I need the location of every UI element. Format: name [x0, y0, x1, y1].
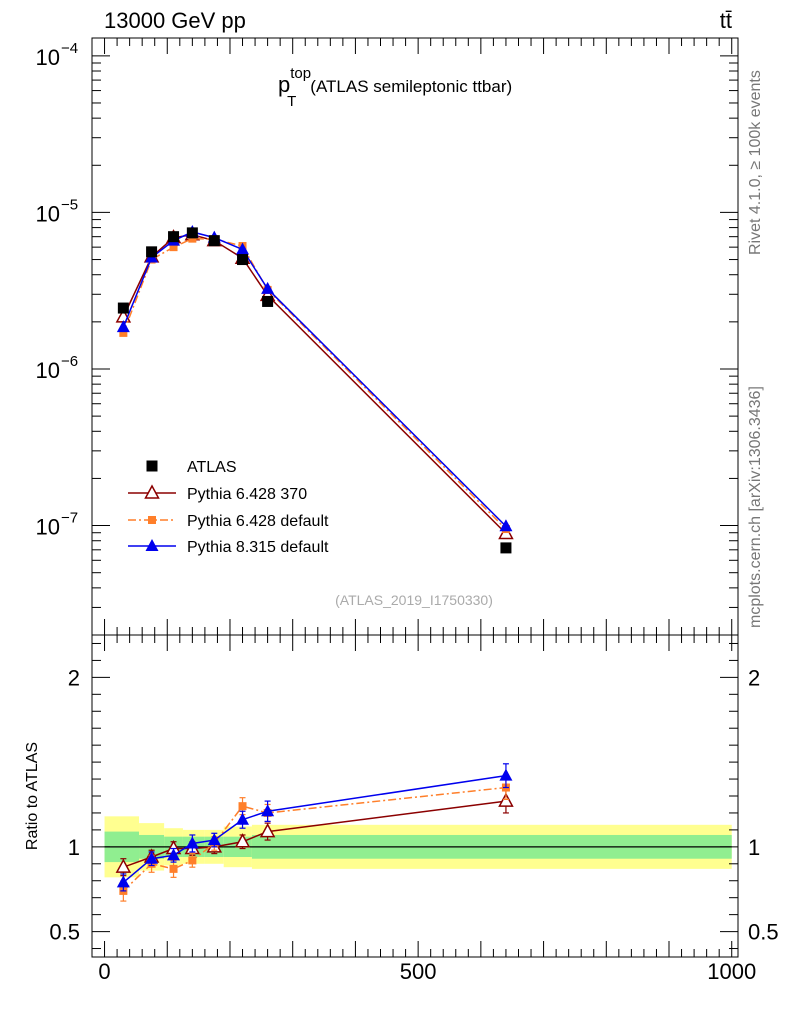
legend-label: ATLAS: [187, 459, 237, 476]
main-y-tick-label: 10: [36, 515, 60, 540]
series-line: [122, 233, 507, 535]
ratio-y-tick-labels: 0.5 0.5 1 1 2 2: [49, 665, 778, 944]
main-y-tick-label: 10: [36, 201, 60, 226]
rivet-label: Rivet 4.1.0, ≥ 100k events: [747, 70, 764, 255]
ratio-plot-panel: 0.5 0.5 1 1 2 2 0 500 1000 Ratio to ATLAS: [24, 634, 779, 984]
main-y-tick-exponent: −5: [61, 196, 78, 213]
main-y-tick-label: 10: [36, 358, 60, 383]
ratio-x-tick-label: 0: [98, 959, 110, 984]
ratio-point: [236, 812, 250, 825]
ratio-point: [259, 823, 276, 838]
legend-item: Pythia 8.315 default: [128, 539, 329, 556]
energy-label: 13000 GeV pp: [104, 8, 246, 33]
ratio-point: [116, 875, 130, 888]
title-rest: (ATLAS semileptonic ttbar): [310, 77, 512, 96]
data-point: [116, 320, 130, 333]
ratio-point: [207, 833, 221, 846]
title-sup: top: [290, 65, 311, 82]
data-point: [186, 227, 198, 239]
data-point: [261, 281, 275, 294]
data-point: [117, 302, 129, 314]
ratio-y-tick-label-right: 1: [748, 835, 760, 860]
series-data: [117, 227, 512, 554]
ratio-ylabel: Ratio to ATLAS: [24, 742, 41, 850]
ratio-point: [498, 792, 514, 807]
ratio-uncertainty-bands: [104, 816, 732, 878]
ratio-y-tick-label-right: 2: [748, 665, 760, 690]
data-point: [188, 234, 197, 243]
series-line: [122, 231, 507, 527]
ratio-y-tick-label: 0.5: [49, 920, 80, 945]
ratio-y-tick-label: 2: [68, 665, 80, 690]
mcplots-label: mcplots.cern.ch [arXiv:1306.3436]: [747, 386, 764, 628]
legend-marker: [146, 460, 158, 472]
ratio-series-group: [115, 763, 514, 902]
main-y-tick-exponent: −6: [61, 353, 78, 370]
title-sub: T: [287, 93, 296, 110]
legend-item: Pythia 6.428 default: [128, 513, 329, 530]
legend-label: Pythia 8.315 default: [187, 539, 329, 556]
legend-label: Pythia 6.428 default: [187, 513, 329, 530]
title-base: p: [278, 72, 290, 97]
ratio-x-tick-label: 1000: [707, 959, 756, 984]
series-line: [122, 237, 507, 530]
data-point: [146, 246, 158, 258]
data-point: [168, 231, 180, 243]
data-point: [500, 542, 512, 554]
ratio-point: [185, 836, 199, 849]
main-plot-panel: 10−410−510−610−7 ptop T(ATLAS semileptoni…: [36, 37, 739, 636]
ratio-y-tick-label-right: 0.5: [748, 920, 779, 945]
data-point: [499, 519, 513, 532]
data-point: [237, 254, 249, 266]
analysis-label: (ATLAS_2019_I1750330): [335, 592, 493, 608]
ratio-point: [238, 802, 247, 811]
main-y-tick-label: 10: [36, 45, 60, 70]
ratio-series-line: [122, 786, 507, 892]
ratio-axis-ticks: [92, 635, 738, 957]
ratio-y-tick-label: 1: [68, 835, 80, 860]
ratio-point: [499, 768, 513, 781]
series-p8: [116, 224, 513, 532]
ratio-point: [115, 858, 132, 873]
ratio-point: [169, 864, 178, 873]
series-p6_370: [115, 226, 514, 540]
data-point: [236, 242, 250, 255]
data-point: [119, 328, 128, 337]
legend-marker: [148, 516, 156, 524]
ratio-x-tick-labels: 0 500 1000: [98, 959, 756, 984]
ratio-point: [188, 856, 197, 865]
legend-marker: [145, 539, 159, 551]
data-point: [208, 235, 220, 247]
main-axis-ticks: [92, 38, 738, 636]
main-y-tick-exponent: −4: [61, 40, 78, 57]
data-point: [169, 243, 178, 252]
ratio-point: [261, 804, 275, 817]
ratio-x-tick-label: 500: [400, 959, 437, 984]
data-point: [262, 295, 274, 307]
legend: ATLAS Pythia 6.428 370 Pythia 6.428 defaul…: [128, 459, 329, 556]
ratio-point: [234, 833, 251, 848]
plot-title: ptop T (ATLAS semileptonic ttbar): [278, 65, 512, 110]
main-y-tick-labels: 10−410−510−610−7: [36, 40, 79, 540]
main-series-group: [115, 224, 514, 554]
legend-item: Pythia 6.428 370: [128, 484, 307, 503]
legend-item: ATLAS: [146, 459, 237, 476]
ratio-point: [167, 848, 181, 861]
process-label: tt̄: [720, 8, 732, 33]
main-y-tick-exponent: −7: [61, 510, 78, 527]
legend-label: Pythia 6.428 370: [187, 486, 307, 503]
series-p6_default: [119, 234, 510, 534]
legend-marker: [144, 484, 160, 499]
ratio-series-p8: [116, 763, 513, 892]
ratio-point: [145, 851, 159, 864]
